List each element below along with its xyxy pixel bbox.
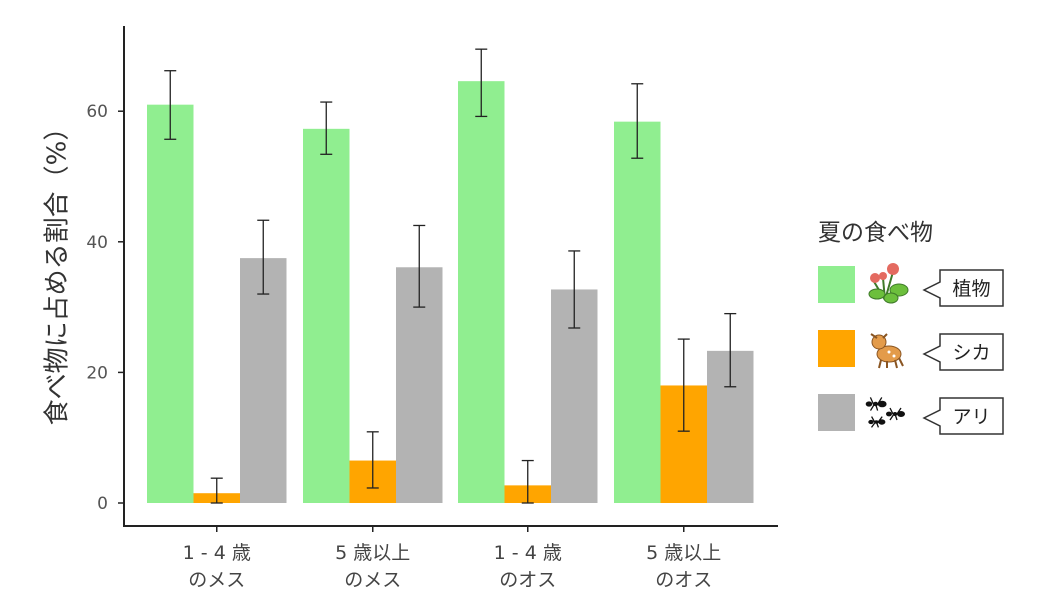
- x-tick-label: のオス: [655, 569, 712, 591]
- x-tick-label: 1 - 4 歳: [494, 542, 562, 564]
- fawn-deer-icon: [870, 333, 904, 369]
- x-tick-label: 5 歳以上: [646, 542, 721, 564]
- legend-callout-box: [922, 397, 1004, 435]
- error-bar: [724, 312, 737, 388]
- error-bar: [320, 101, 333, 155]
- y-tick-label: 60: [86, 102, 108, 122]
- y-axis-label: 食べ物に占める割合（%）: [43, 115, 73, 426]
- x-tick-label: 1 - 4 歳: [183, 542, 251, 564]
- axes: [123, 26, 778, 527]
- bar: [240, 258, 287, 503]
- error-bar: [164, 70, 177, 140]
- x-tick-label: のメス: [188, 569, 245, 591]
- y-tick-label: 20: [86, 363, 108, 383]
- legend-callout-box: [922, 333, 1004, 371]
- legend-label: 植物: [952, 278, 990, 300]
- bar: [458, 81, 505, 504]
- legend-swatch: [818, 266, 855, 303]
- x-tick-label: のメス: [344, 569, 401, 591]
- y-tick-label: 0: [97, 494, 108, 514]
- bar: [147, 104, 194, 504]
- plot-area: [147, 48, 754, 504]
- error-bar: [677, 338, 690, 432]
- error-bar: [475, 48, 488, 118]
- error-bar: [210, 477, 223, 504]
- error-bar: [413, 224, 426, 308]
- ants-icon: [865, 397, 905, 428]
- y-tick-label: 40: [86, 233, 108, 253]
- legend-item: シカ: [818, 330, 1004, 371]
- error-bar: [521, 459, 534, 504]
- legend-swatch: [818, 330, 855, 367]
- legend-label: シカ: [952, 342, 990, 364]
- bar: [614, 121, 661, 503]
- legend-swatch: [818, 394, 855, 431]
- error-bar: [568, 250, 581, 329]
- x-tick-label: 5 歳以上: [335, 542, 410, 564]
- legend-callout-box: [922, 269, 1004, 307]
- y-ticks: 0 20 40 60: [86, 102, 124, 514]
- legend-item: 植物: [818, 263, 1004, 307]
- error-bar: [631, 83, 644, 159]
- legend-label: アリ: [952, 406, 990, 428]
- error-bar: [366, 431, 379, 489]
- clover-plant-icon: [868, 263, 909, 304]
- legend-title: 夏の食べ物: [818, 220, 933, 246]
- bar: [303, 128, 350, 503]
- legend-item: アリ: [818, 394, 1004, 435]
- x-tick-label: のオス: [499, 569, 556, 591]
- error-bar: [257, 219, 270, 295]
